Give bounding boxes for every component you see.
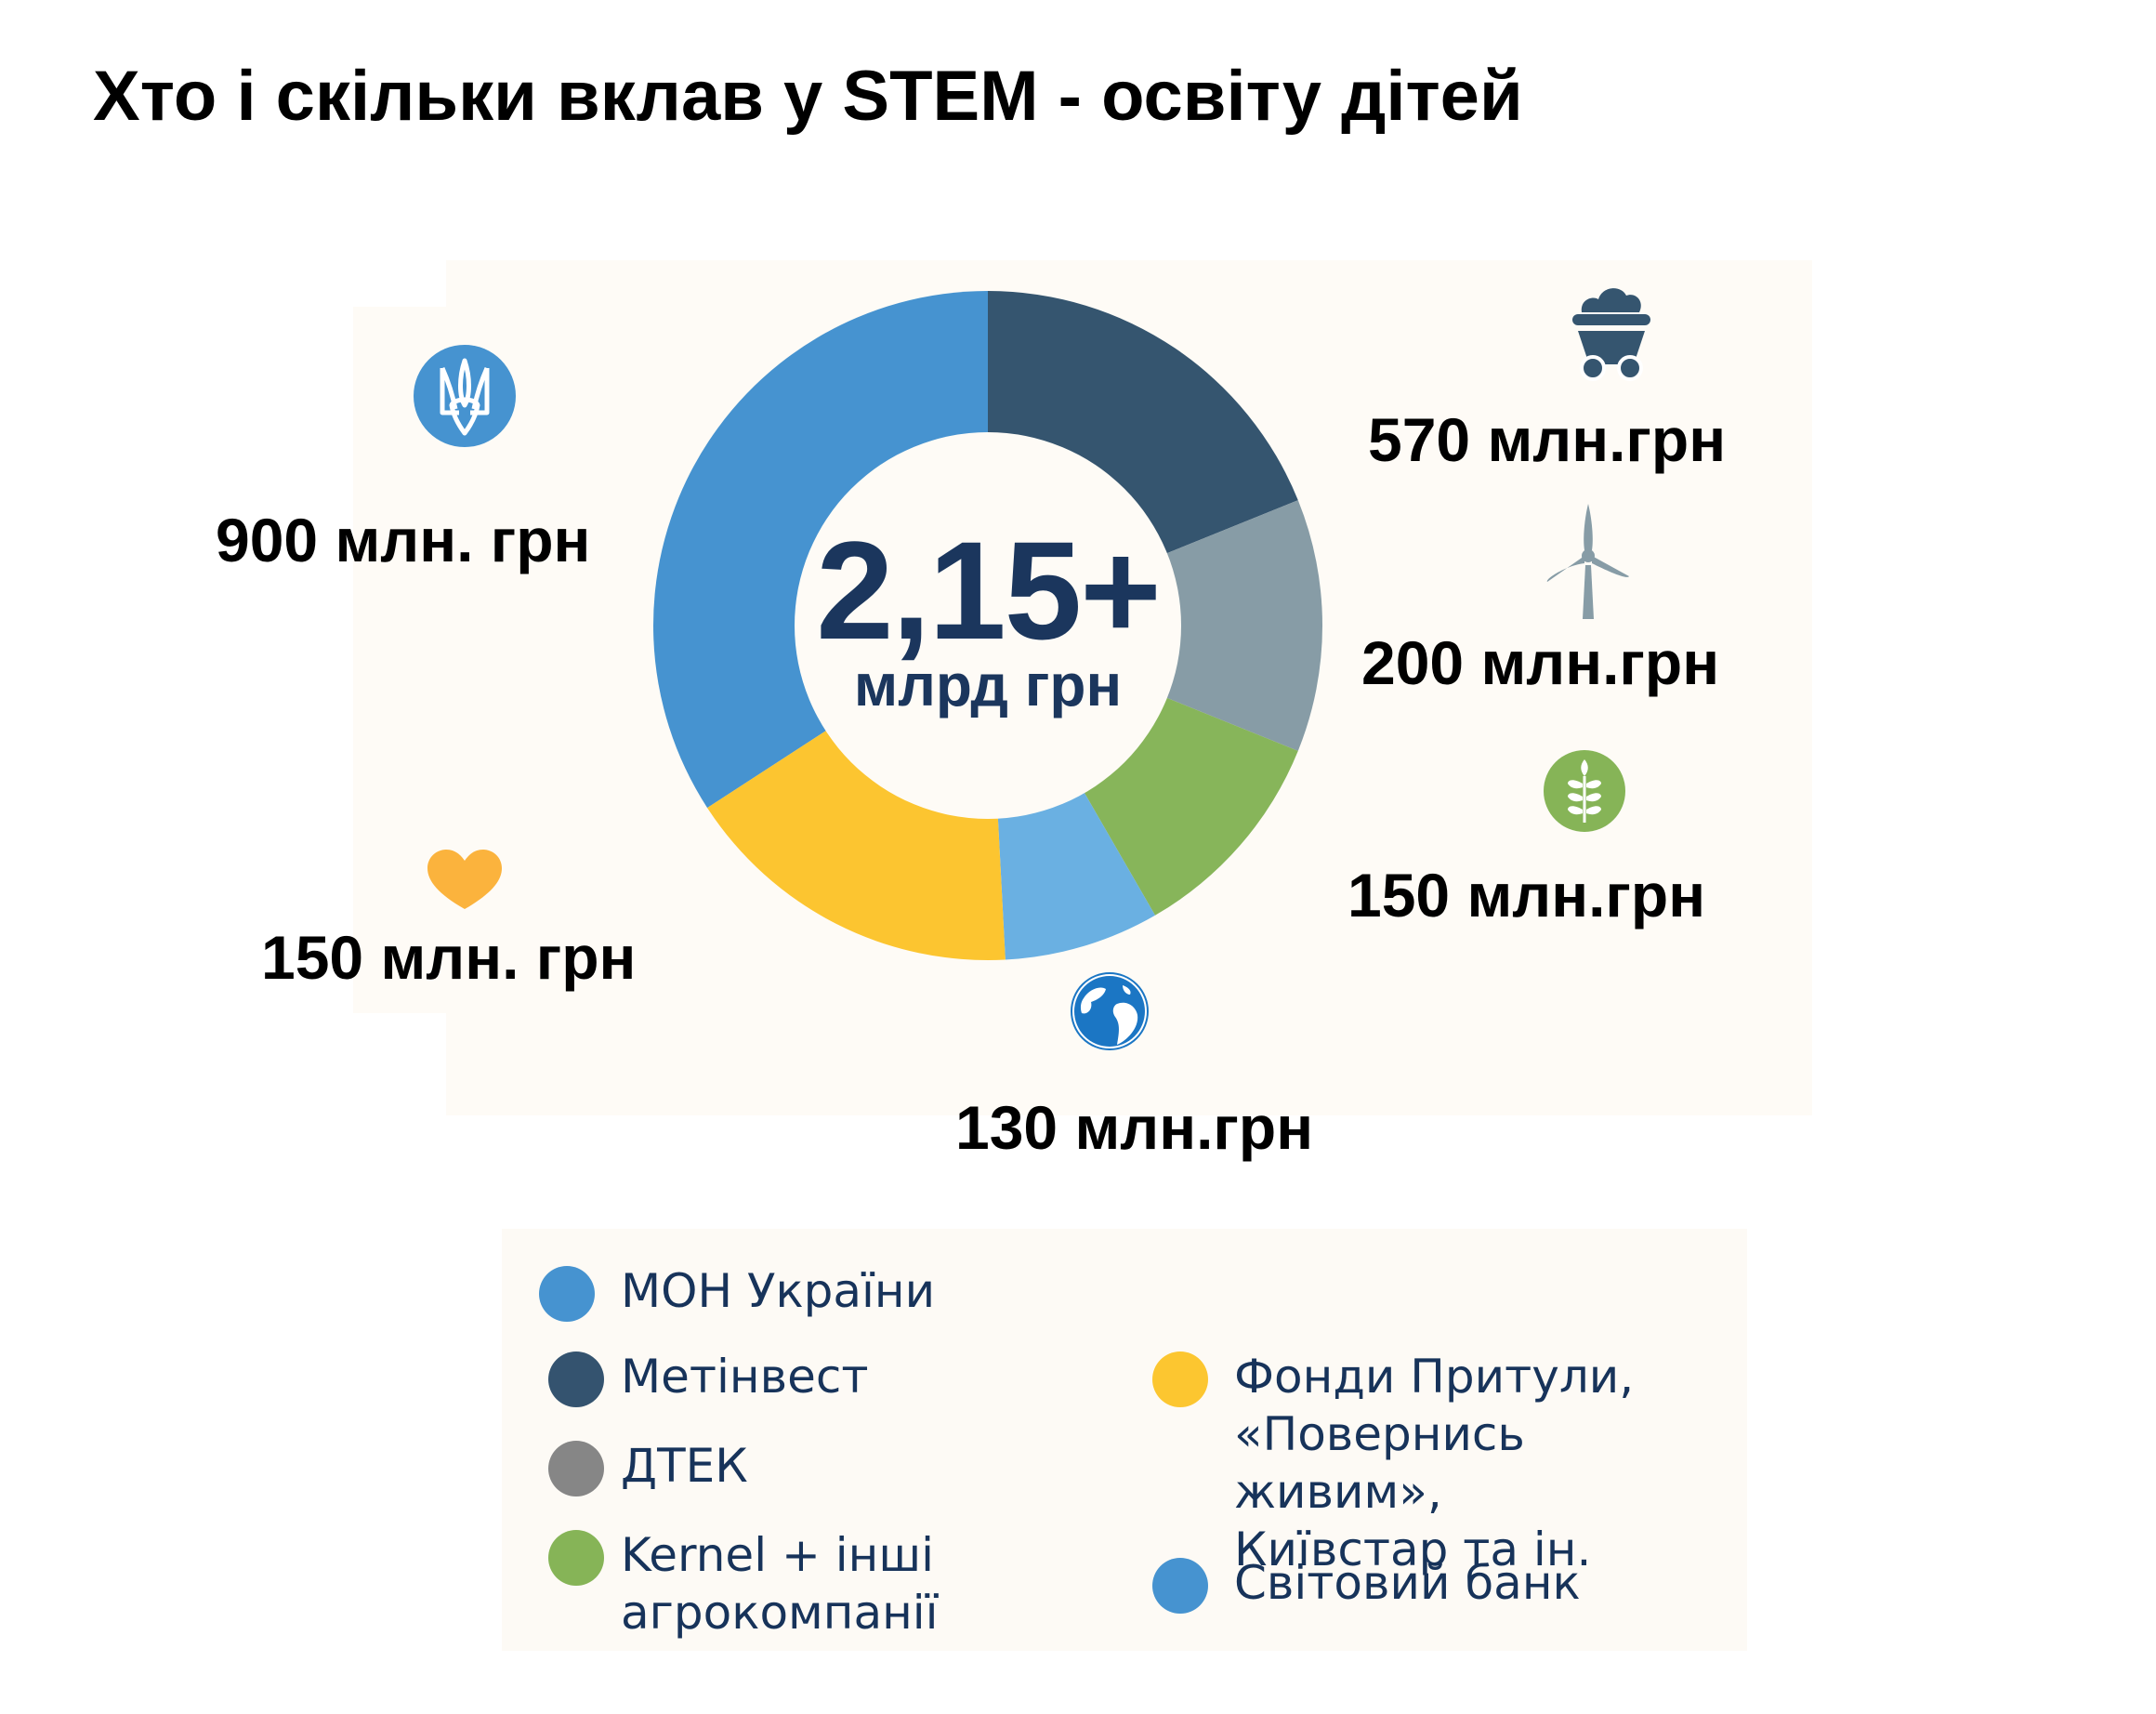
legend-label: ДТЕК: [621, 1439, 748, 1493]
legend-label: Kernel + інші агрокомпанії: [621, 1528, 939, 1640]
wind-turbine-icon: [1546, 504, 1629, 619]
trident-icon: [414, 345, 516, 447]
legend-dot: [548, 1530, 604, 1586]
legend-dot: [548, 1351, 604, 1407]
legend-item-kernel: Kernel + інші агрокомпанії: [548, 1526, 939, 1641]
legend-dot: [1152, 1558, 1208, 1614]
legend-item-dtek: ДТЕК: [548, 1437, 748, 1496]
globe-icon: [1071, 972, 1149, 1050]
amount-worldbank: 130 млн.грн: [955, 1093, 1314, 1162]
amount-kernel: 150 млн.грн: [1348, 861, 1706, 930]
legend-label: Фонди Притули, «Повернись живим», Київст…: [1234, 1350, 1635, 1576]
total-amount: 2,15+: [816, 512, 1162, 668]
amount-dtek: 200 млн.грн: [1361, 628, 1720, 697]
legend-dot: [548, 1441, 604, 1496]
legend-item-foundations: Фонди Притули, «Повернись живим», Київст…: [1152, 1348, 1747, 1578]
amount-mon: 900 млн. грн: [216, 506, 591, 574]
amount-metinvest: 570 млн.грн: [1368, 405, 1727, 474]
legend-label: Метінвест: [621, 1350, 869, 1404]
chart-legend: МОН України Метінвест ДТЕК Kernel + інші…: [502, 1229, 1747, 1651]
coal-cart-icon: [1572, 288, 1650, 381]
legend-label: Світовий банк: [1234, 1556, 1581, 1610]
wheat-icon: [1544, 750, 1625, 832]
legend-item-mon: МОН України: [539, 1262, 935, 1322]
total-unit: млрд грн: [853, 652, 1123, 719]
legend-dot: [539, 1266, 595, 1322]
donut-hole: [795, 432, 1181, 819]
legend-dot: [1152, 1351, 1208, 1407]
legend-item-metinvest: Метінвест: [548, 1348, 868, 1407]
legend-label: МОН України: [621, 1264, 936, 1318]
heart-icon: [427, 850, 502, 909]
page-title: Хто і скільки вклав у STEM - освіту діте…: [93, 57, 1523, 136]
legend-item-worldbank: Світовий банк: [1152, 1554, 1581, 1614]
amount-foundations: 150 млн. грн: [261, 923, 637, 992]
